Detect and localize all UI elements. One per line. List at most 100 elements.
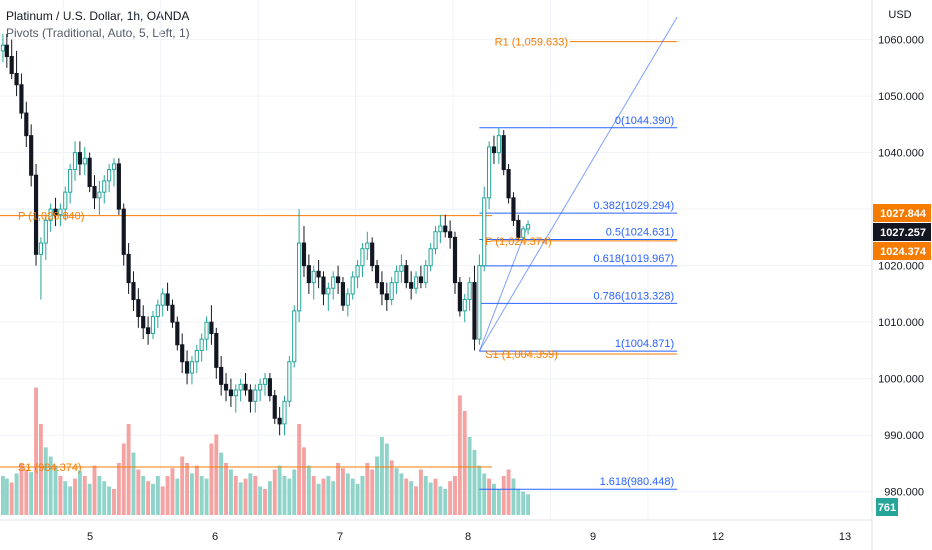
volume-bar	[116, 463, 121, 515]
volume-bar	[443, 489, 448, 515]
volume-bar	[219, 452, 224, 515]
candle-body	[72, 152, 78, 171]
candle-body	[126, 253, 131, 284]
volume-bar	[457, 395, 462, 515]
volume-bar	[170, 468, 175, 515]
candle-body	[87, 157, 92, 188]
volume-bar	[506, 469, 511, 515]
volume-bar	[38, 424, 43, 515]
candle-body	[102, 180, 107, 193]
candle-body	[316, 270, 321, 278]
pivot-label: S1 (1,004.359)	[485, 349, 558, 361]
price-tick-label: 1050.000	[878, 91, 924, 103]
volume-bar	[326, 476, 331, 515]
candle-body	[433, 231, 438, 250]
volume-bar	[63, 481, 68, 515]
candle-body	[160, 293, 165, 306]
candle-body	[141, 316, 146, 329]
volume-bar	[102, 481, 107, 515]
volume-bar	[311, 476, 316, 515]
volume-bar	[404, 478, 409, 515]
volume-bar	[521, 491, 526, 515]
volume-bar	[146, 481, 151, 515]
volume-bar	[438, 486, 443, 515]
candle-body	[233, 389, 238, 397]
candle-body	[253, 389, 258, 402]
candle-body	[326, 287, 331, 295]
volume-bar	[160, 486, 165, 515]
volume-bar	[433, 478, 438, 515]
candle-body	[287, 361, 292, 402]
indicator-label: Pivots (Traditional, Auto, 5, Left, 1)	[6, 26, 190, 40]
volume-bar	[189, 473, 194, 515]
volume-bar	[321, 478, 326, 515]
volume-bar	[384, 443, 389, 515]
volume-bar	[331, 481, 336, 515]
candle-body	[321, 276, 326, 295]
volume-bar	[526, 494, 531, 515]
price-tag	[873, 204, 931, 222]
candle-body	[121, 208, 126, 255]
volume-bar	[345, 473, 350, 515]
candle-body	[0, 44, 6, 52]
pivot-label: P (1,028.840)	[18, 211, 84, 223]
candle-body	[14, 72, 19, 86]
price-tick-label: 1040.000	[878, 148, 924, 160]
candle-body	[155, 304, 160, 318]
volume-bar	[306, 465, 311, 515]
volume-bar	[19, 463, 24, 515]
volume-bar	[492, 483, 496, 515]
candle-body	[48, 208, 53, 221]
candle-body	[43, 219, 48, 244]
candle-body	[443, 225, 448, 233]
time-tick-label: 12	[712, 531, 724, 543]
price-tick-label: 1010.000	[878, 317, 924, 329]
time-tick-label: 8	[465, 531, 471, 543]
candle-body	[292, 310, 297, 363]
candle-body	[272, 395, 277, 419]
candle-body	[194, 349, 199, 363]
volume-tag	[876, 498, 898, 516]
volume-tag-label: 761	[878, 502, 896, 514]
candle-body	[277, 417, 282, 425]
price-tick-label: 1000.000	[878, 374, 924, 386]
fib-level-label: 1.618(980.448)	[600, 476, 675, 488]
volume-bar	[287, 478, 292, 515]
candle-body	[116, 163, 121, 210]
volume-bar	[141, 476, 146, 515]
candle-body	[150, 316, 156, 334]
candle-body	[472, 282, 477, 340]
candle-body	[184, 361, 190, 374]
candle-body	[248, 389, 253, 402]
candle-body	[413, 276, 419, 289]
candle-body	[521, 228, 526, 238]
volume-bar	[472, 450, 477, 515]
volume-bar	[151, 483, 155, 515]
candle-body	[238, 383, 243, 391]
volume-bar	[487, 478, 492, 515]
candle-body	[506, 169, 511, 199]
candle-body	[355, 265, 360, 278]
volume-bar	[389, 460, 394, 515]
volume-bar	[277, 465, 282, 515]
time-tick-label: 13	[839, 531, 851, 543]
candle-body	[131, 282, 136, 301]
volume-bar	[263, 489, 267, 515]
volume-bar	[379, 437, 384, 515]
volume-bar	[43, 447, 48, 515]
candle-body	[340, 282, 346, 306]
volume-bar	[316, 483, 321, 515]
candle-body	[19, 84, 24, 114]
pivot-label: S1 (984.374)	[18, 462, 82, 474]
candle-body	[350, 276, 355, 295]
candle-body	[111, 163, 117, 171]
time-tick-label: 9	[590, 531, 596, 543]
candle-body	[97, 191, 102, 199]
candle-body	[365, 242, 370, 250]
time-tick-label: 5	[87, 531, 93, 543]
candle-body	[452, 236, 458, 284]
volume-bar	[204, 478, 209, 515]
volume-bar	[243, 478, 248, 515]
candle-body	[331, 276, 336, 289]
